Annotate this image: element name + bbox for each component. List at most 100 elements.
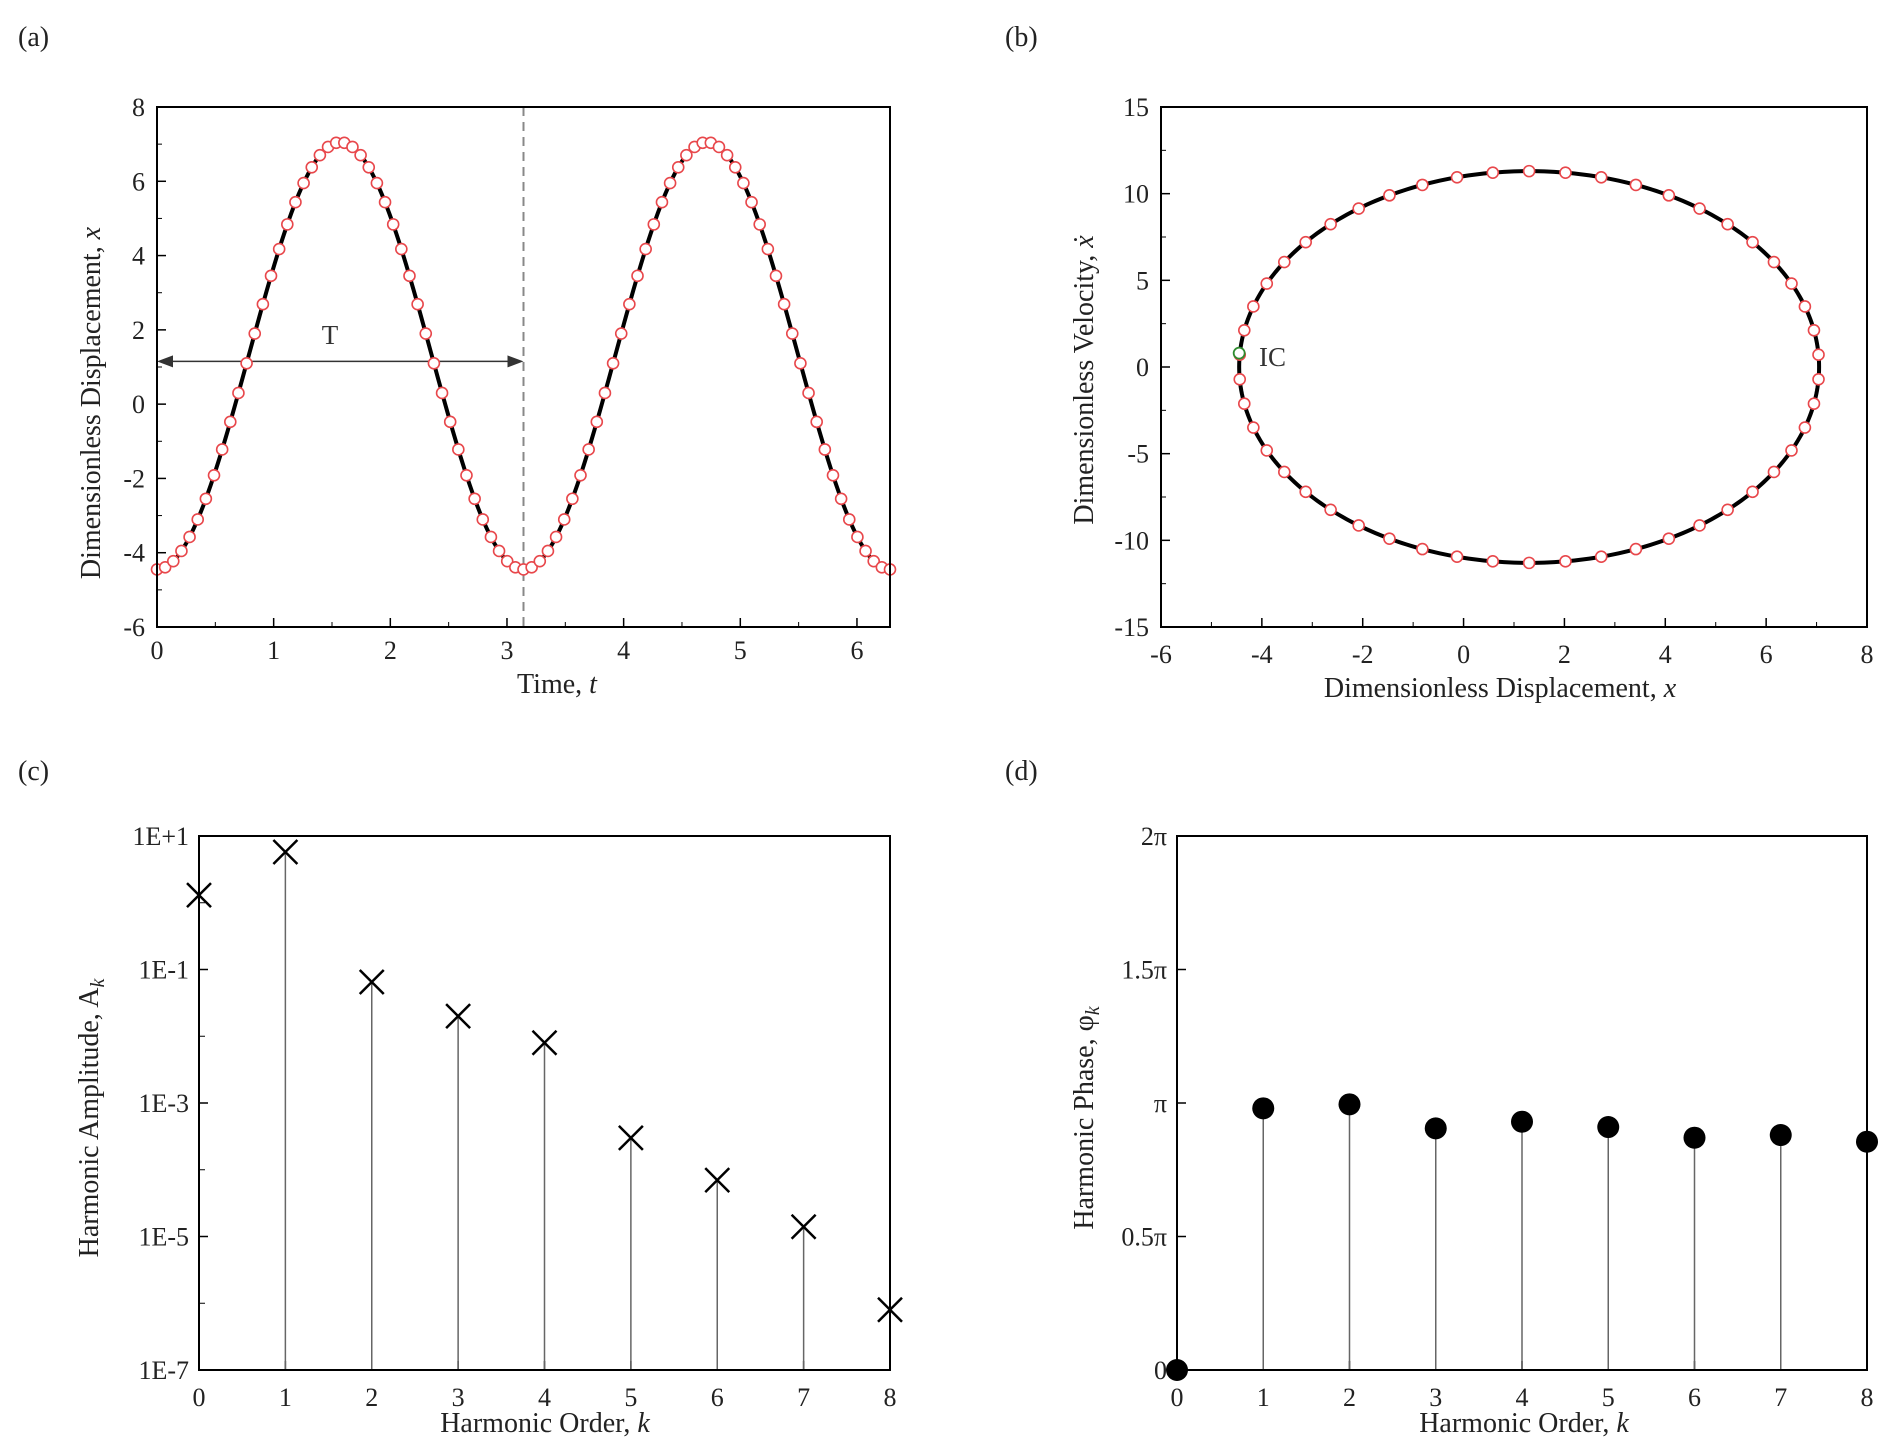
- panel-a-marker: [777, 297, 791, 311]
- panel-a-marker: [614, 327, 628, 340]
- panel-b-marker: [1693, 519, 1706, 532]
- panel-b-marker: [1798, 421, 1812, 434]
- panel-a-marker: [191, 513, 205, 526]
- panel-c-cross-marker: [358, 969, 385, 995]
- panel-a-marker: [541, 544, 555, 558]
- panel-c-x-tick-label: 8: [884, 1383, 897, 1412]
- panel-d-x-tick-label: 5: [1602, 1383, 1615, 1412]
- panel-a-marker: [842, 513, 856, 526]
- panel-a-y-axis-label: Dimensionless Displacement, x: [76, 226, 107, 579]
- panel-b-marker: [1247, 421, 1260, 434]
- panel-c-y-tick-label: 1E-7: [138, 1356, 189, 1385]
- panel-a-marker: [785, 327, 799, 340]
- panel-c-y-tick-label: 1E+1: [132, 822, 189, 851]
- panel-d-dot-marker: [1252, 1097, 1275, 1120]
- panel-c-cross-marker: [790, 1213, 817, 1240]
- panel-c-y-axis-label: Harmonic Amplitude, Ak: [74, 978, 109, 1258]
- panel-a-marker: [476, 513, 490, 526]
- panel-a-marker: [395, 242, 408, 256]
- panel-b-marker: [1522, 164, 1536, 178]
- panel-a-marker: [859, 544, 872, 558]
- panel-a-marker: [403, 269, 416, 283]
- panel-a-marker: [354, 148, 367, 162]
- panel-b-marker: [1746, 235, 1759, 249]
- panel-a-marker: [590, 415, 604, 429]
- panel-b-y-tick-label: 10: [1123, 180, 1149, 209]
- panel-c-x-tick-label: 1: [279, 1383, 292, 1412]
- panel-c-harmonic-amplitude: (c) 0 1 2 3 4 5 6 7 8 1E-7 1E-5 1E-3 1E-1 1E+1 Harmon…: [18, 756, 903, 1439]
- panel-a-marker: [378, 195, 392, 209]
- panel-a-marker: [582, 443, 595, 456]
- panel-a-marker: [647, 218, 661, 231]
- panel-a-marker: [737, 176, 750, 190]
- panel-a-marker: [427, 357, 441, 370]
- panel-a-marker: [745, 195, 758, 209]
- panel-a-marker: [224, 415, 237, 429]
- panel-a-marker: [183, 530, 196, 544]
- panel-d-y-tick-label: 1.5π: [1121, 956, 1167, 985]
- panel-b-marker: [1807, 323, 1821, 337]
- panel-a-marker: [663, 176, 677, 190]
- panel-d-dot-marker: [1769, 1124, 1792, 1147]
- panel-c-x-tick-label: 6: [711, 1383, 724, 1412]
- panel-a-marker: [769, 269, 783, 283]
- panel-b-plot-area: -6 -4 -2 0 2 4 6 8 -15 -10 -5 0 5 10 15: [1114, 93, 1873, 669]
- panel-d-x-tick-label: 6: [1688, 1383, 1701, 1412]
- panel-a-marker: [175, 544, 188, 558]
- panel-b-y-tick-label: 0: [1136, 353, 1149, 382]
- panel-a-x-tick-label: 5: [734, 636, 747, 665]
- panel-b-x-tick-label: 6: [1760, 640, 1773, 669]
- panel-b-ic-label: IC: [1259, 342, 1286, 372]
- panel-a-marker: [215, 443, 229, 456]
- panel-a-marker: [272, 242, 286, 256]
- panel-c-x-tick-label: 3: [452, 1383, 465, 1412]
- panel-a-marker: [460, 468, 473, 482]
- panel-a-x-tick-label: 0: [151, 636, 164, 665]
- panel-a-marker: [492, 544, 506, 558]
- panel-a-x-tick-label: 3: [500, 636, 513, 665]
- panel-b-marker: [1486, 166, 1500, 179]
- panel-b-marker: [1559, 166, 1572, 179]
- panel-b-marker: [1450, 170, 1464, 184]
- panel-b-phase-portrait: (b) -6 -4 -2 0 2 4 6 8 -15 -10 -5 0 5 10 15 Dimensionl…: [1005, 22, 1874, 704]
- panel-a-x-tick-label: 6: [850, 636, 863, 665]
- panel-b-y-tick-label: -5: [1127, 440, 1149, 469]
- panel-a-marker: [240, 357, 253, 370]
- panel-a-y-tick-label: -4: [123, 539, 145, 568]
- panel-b-x-tick-label: 4: [1659, 640, 1672, 669]
- panel-b-x-tick-label: -6: [1150, 640, 1172, 669]
- panel-a-marker: [623, 297, 636, 311]
- panel-b-marker: [1352, 519, 1365, 532]
- panel-a-marker: [362, 160, 376, 174]
- panel-b-marker: [1383, 189, 1396, 202]
- panel-c-plot-area: 0 1 2 3 4 5 6 7 8 1E-7 1E-5 1E-3 1E-1 1E+1: [132, 822, 903, 1412]
- panel-a-marker: [712, 140, 726, 154]
- panel-c-x-tick-label: 2: [365, 1383, 378, 1412]
- panel-b-ic-marker: [1232, 346, 1246, 360]
- panel-a-marker: [411, 297, 424, 311]
- panel-a-marker: [851, 530, 864, 544]
- panel-b-marker: [1807, 397, 1821, 411]
- panel-b-marker: [1785, 444, 1798, 457]
- panel-a-period-arrowhead-right: [507, 355, 524, 368]
- panel-d-x-tick-label: 2: [1343, 1383, 1356, 1412]
- panel-b-x-tick-label: -2: [1352, 640, 1374, 669]
- panel-d-y-axis-label: Harmonic Phase, φk: [1069, 1005, 1104, 1229]
- panel-b-marker: [1767, 255, 1781, 269]
- panel-b-x-tick-label: 8: [1861, 640, 1874, 669]
- panel-d-plot-area: 0 1 2 3 4 5 6 7 8 0 0.5π π 1.5π 2π: [1121, 822, 1878, 1412]
- panel-d-x-tick-label: 4: [1516, 1383, 1529, 1412]
- panel-a-marker: [346, 140, 359, 154]
- panel-b-marker: [1416, 542, 1429, 556]
- panel-c-x-tick-label: 0: [193, 1383, 206, 1412]
- panel-b-marker: [1693, 202, 1706, 215]
- panel-a-marker: [525, 561, 538, 574]
- panel-d-dot-marker: [1338, 1093, 1361, 1116]
- panel-a-marker: [443, 415, 457, 429]
- panel-a-marker: [370, 176, 384, 190]
- panel-c-frame: [198, 835, 891, 1371]
- panel-c-y-tick-label: 1E-1: [138, 956, 189, 985]
- panel-a-period-arrowhead-left: [157, 355, 173, 368]
- panel-a-marker: [435, 386, 449, 400]
- panel-d-letter: (d): [1005, 756, 1038, 787]
